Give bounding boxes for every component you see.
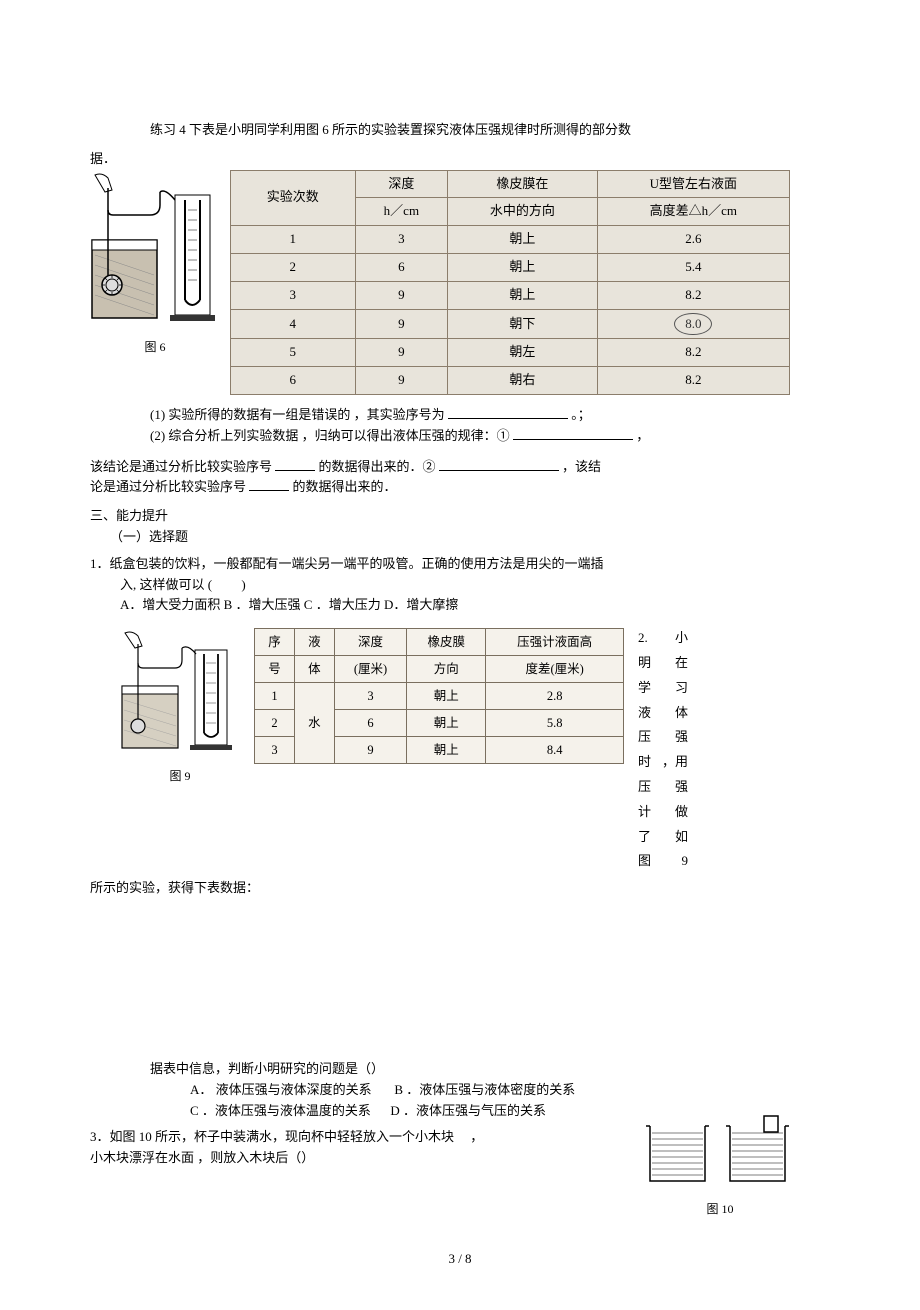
blank-input[interactable] bbox=[448, 406, 568, 419]
liquid-cell: 水 bbox=[294, 683, 334, 764]
intro-rest: 所示的实验装置探究液体压强规律时所测得的部分数 bbox=[332, 122, 631, 137]
table-row: 4 9 朝下 8.0 bbox=[231, 309, 790, 339]
apparatus-diagram-9 bbox=[120, 628, 240, 758]
q1-line2: (2) 综合分析上列实验数据 ，归纳可以得出液体压强的规律：① ， bbox=[150, 426, 830, 447]
blank-input[interactable] bbox=[275, 458, 315, 471]
experiment-table-2: 序 液 深度 橡皮膜 压强计液面高 号 体 (厘米) 方向 度差(厘米) 1 水… bbox=[254, 628, 624, 764]
th-exp-num: 实验次数 bbox=[231, 170, 356, 226]
th2-dir-a: 橡皮膜 bbox=[407, 629, 486, 656]
mcq2b-stem: 据表中信息，判断小明研究的问题是（） bbox=[150, 1059, 830, 1080]
th-depth-a: 深度 bbox=[355, 170, 448, 198]
th-dir-b: 水中的方向 bbox=[448, 198, 597, 226]
th2-dir-b: 方向 bbox=[407, 656, 486, 683]
th-diff-a: U型管左右液面 bbox=[597, 170, 789, 198]
experiment-table-1: 实验次数 深度 橡皮膜在 U型管左右液面 h／cm 水中的方向 高度差△h／cm… bbox=[230, 170, 790, 395]
mcq1-stem-a: 1．纸盒包装的饮料，一般都配有一端尖另一端平的吸管。正确的使用方法是用尖的一端插 bbox=[90, 554, 830, 575]
table-row: 3 9 朝上 8.2 bbox=[231, 281, 790, 309]
circled-value: 8.0 bbox=[597, 309, 789, 339]
th2-dh-a: 压强计液面高 bbox=[486, 629, 624, 656]
mcq2-vertical-text: 2.小 明在 学习 液体 压强 时，用 压强 计做 了如 图9 bbox=[638, 628, 688, 872]
q1-line1: (1) 实验所得的数据有一组是错误的 ，其实验序号为 。； bbox=[150, 405, 830, 426]
table-row: 6 9 朝右 8.2 bbox=[231, 367, 790, 395]
th2-seq-b: 号 bbox=[255, 656, 295, 683]
th2-liq-b: 体 bbox=[294, 656, 334, 683]
th2-dep-a: 深度 bbox=[334, 629, 406, 656]
q1-line3: 该结论是通过分析比较实验序号 的数据得出来的．② ，该结 bbox=[90, 457, 830, 478]
subsection-1: （一）选择题 bbox=[110, 527, 830, 548]
q1-line4: 论是通过分析比较实验序号 的数据得出来的． bbox=[90, 477, 830, 498]
table-row: 1 水 3 朝上 2.8 bbox=[255, 683, 624, 710]
th2-liq-a: 液 bbox=[294, 629, 334, 656]
th2-dep-b: (厘米) bbox=[334, 656, 406, 683]
page-number: 3 / 8 bbox=[90, 1249, 830, 1270]
table-row: 1 3 朝上 2.6 bbox=[231, 226, 790, 254]
th2-seq-a: 序 bbox=[255, 629, 295, 656]
table-row: 2 6 朝上 5.4 bbox=[231, 253, 790, 281]
th-diff-b: 高度差△h／cm bbox=[597, 198, 789, 226]
intro-trail: 据． bbox=[90, 149, 830, 170]
beaker-diagram-10 bbox=[640, 1111, 800, 1191]
mcq1-options: A．增大受力面积 B ．增大压强 C ．增大压力 D．增大摩擦 bbox=[120, 595, 830, 616]
fig9-caption: 图 9 bbox=[120, 767, 240, 786]
intro-fignum: 6 bbox=[322, 122, 329, 137]
table-row: 5 9 朝左 8.2 bbox=[231, 339, 790, 367]
th-dir-a: 橡皮膜在 bbox=[448, 170, 597, 198]
th2-dh-b: 度差(厘米) bbox=[486, 656, 624, 683]
section-3-head: 三、能力提升 bbox=[90, 506, 830, 527]
mcq2b-options-row1: A． 液体压强与液体深度的关系 B ．液体压强与液体密度的关系 bbox=[190, 1080, 830, 1101]
th-depth-b: h／cm bbox=[355, 198, 448, 226]
intro-text: 练习 4 下表是小明同学利用图 bbox=[150, 122, 319, 137]
blank-input[interactable] bbox=[249, 478, 289, 491]
mcq2-cont: 所示的实验，获得下表数据： bbox=[90, 878, 830, 899]
apparatus-diagram-6 bbox=[90, 170, 220, 330]
fig10-caption: 图 10 bbox=[640, 1200, 800, 1219]
blank-input[interactable] bbox=[513, 427, 633, 440]
blank-input[interactable] bbox=[439, 458, 559, 471]
fig6-caption: 图 6 bbox=[90, 338, 220, 357]
mcq1-stem-b: 入, 这样做可以 ( ) bbox=[120, 575, 830, 596]
